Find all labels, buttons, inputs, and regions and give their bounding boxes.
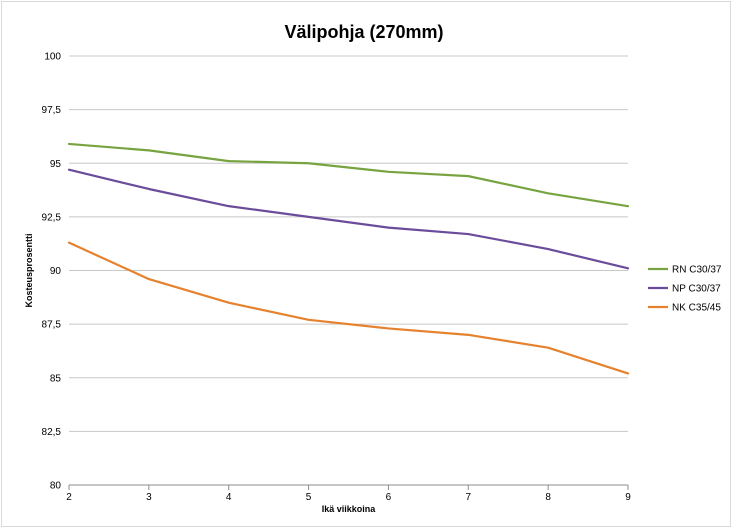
x-tick-label: 8 [545,492,551,503]
gridlines [69,55,628,432]
series-lines [67,142,630,375]
y-tick-label: 92,5 [42,212,62,223]
legend-label: NP C30/37 [672,284,721,295]
y-tick-label: 87,5 [42,320,62,331]
y-tick-label: 90 [50,266,62,277]
y-tick-label: 80 [50,481,62,492]
y-axis-ticks: 80 82,5 85 87,5 90 92,5 95 97,5 100 [42,52,62,492]
y-tick-label: 82,5 [42,427,62,438]
x-tick-label: 2 [66,492,72,503]
x-tick-label: 9 [625,492,631,503]
series-line-1 [67,168,630,270]
series-line-0 [67,142,630,208]
x-tick-label: 4 [226,492,232,503]
x-axis-ticks: 2 3 4 5 6 7 8 9 [66,485,631,503]
legend: RN C30/37 NP C30/37 NK C35/45 [648,265,722,314]
chart-title: Välipohja (270mm) [284,22,443,42]
y-tick-label: 100 [44,52,61,63]
y-axis-label: Kosteusprosentti [24,233,34,307]
y-tick-label: 85 [50,373,62,384]
x-tick-label: 3 [146,492,152,503]
series-line-2 [67,241,630,375]
legend-label: NK C35/45 [672,303,721,314]
y-tick-label: 95 [50,159,62,170]
y-tick-label: 97,5 [42,105,62,116]
x-tick-label: 7 [466,492,472,503]
x-tick-label: 5 [306,492,312,503]
legend-label: RN C30/37 [672,265,722,276]
x-axis-label: Ikä viikkoina [322,504,377,514]
x-tick-label: 6 [386,492,392,503]
